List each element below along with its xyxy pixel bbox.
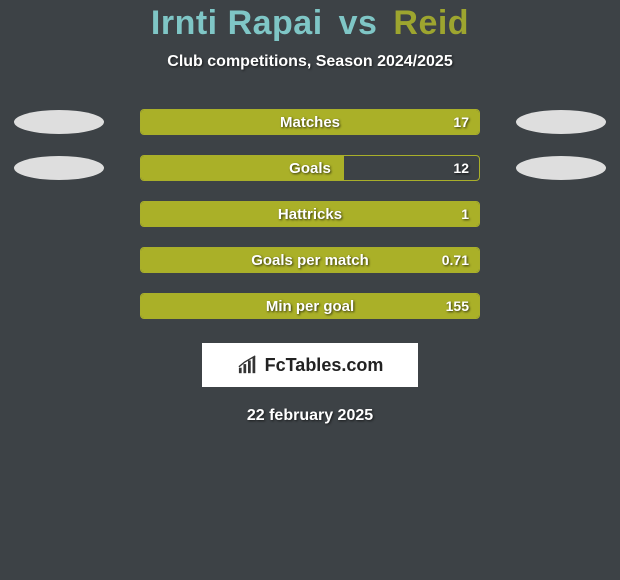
player2-badge <box>516 156 606 180</box>
player2-badge <box>516 110 606 134</box>
subtitle: Club competitions, Season 2024/2025 <box>167 53 452 71</box>
stat-row: Goals 12 <box>0 155 620 181</box>
stat-bar: Hattricks 1 <box>140 201 480 227</box>
stat-row: Min per goal 155 <box>0 293 620 319</box>
stat-bar-fill <box>141 110 479 134</box>
stat-bar: Min per goal 155 <box>140 293 480 319</box>
stat-row: Goals per match 0.71 <box>0 247 620 273</box>
stat-bar: Matches 17 <box>140 109 480 135</box>
player1-name: Irnti Rapai <box>151 4 323 42</box>
stat-bar-fill <box>141 248 479 272</box>
player1-badge <box>14 156 104 180</box>
chart-icon <box>237 355 259 375</box>
stat-bar: Goals per match 0.71 <box>140 247 480 273</box>
brand-box: FcTables.com <box>202 343 418 387</box>
date-label: 22 february 2025 <box>247 407 373 425</box>
stat-bar-fill <box>141 156 344 180</box>
vs-separator: vs <box>339 4 378 42</box>
stat-bar: Goals 12 <box>140 155 480 181</box>
stat-rows: Matches 17 Goals 12 Hattricks 1 <box>0 109 620 319</box>
stat-bar-fill <box>141 202 479 226</box>
stat-bar-fill <box>141 294 479 318</box>
stat-row: Hattricks 1 <box>0 201 620 227</box>
stat-row: Matches 17 <box>0 109 620 135</box>
brand-label: FcTables.com <box>265 355 384 376</box>
page-title: Irnti Rapai vs Reid <box>151 4 469 43</box>
stat-bar-value: 12 <box>453 156 469 180</box>
player1-badge <box>14 110 104 134</box>
comparison-card: Irnti Rapai vs Reid Club competitions, S… <box>0 0 620 580</box>
player2-name: Reid <box>393 4 469 42</box>
